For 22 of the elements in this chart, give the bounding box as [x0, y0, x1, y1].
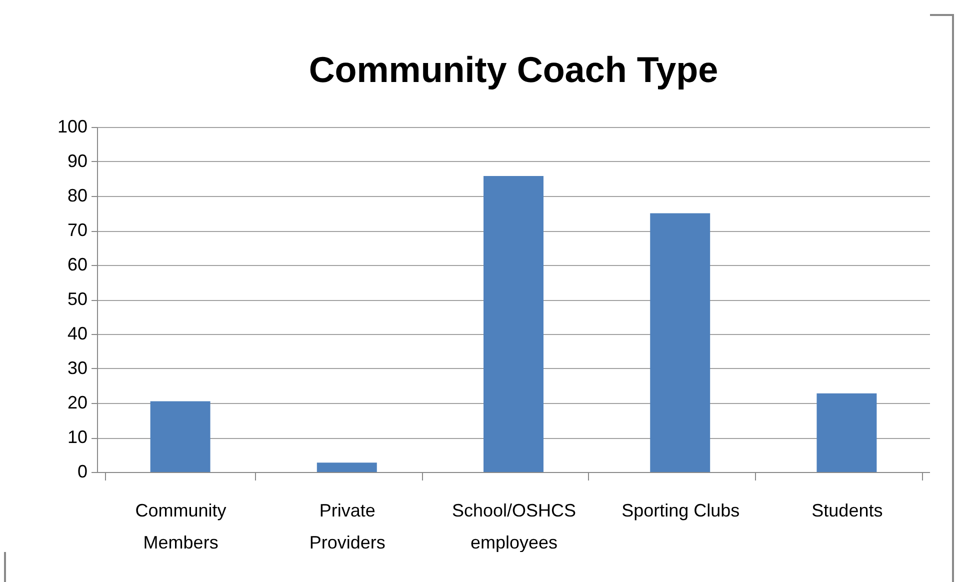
y-tick-label: 70	[67, 220, 88, 240]
x-tick-label: School/OSHCS employees	[452, 500, 576, 552]
bar	[816, 393, 877, 472]
x-tick-label: Sporting Clubs	[622, 500, 740, 520]
y-tick-label: 0	[77, 462, 88, 482]
chart-title: Community Coach Type	[308, 49, 718, 90]
y-tick-label: 50	[67, 289, 88, 309]
x-tick-label: Students	[812, 500, 883, 520]
y-tick-label: 20	[67, 392, 88, 412]
x-tick-label: Private Providers	[309, 500, 386, 552]
bar	[484, 176, 544, 472]
y-tick-label: 10	[67, 427, 88, 447]
y-tick-label: 60	[67, 254, 88, 274]
bar	[650, 213, 710, 472]
y-tick-label: 90	[67, 151, 88, 171]
bar	[316, 462, 377, 472]
y-tick-label: 80	[67, 186, 88, 206]
x-tick-label: Community Members	[135, 500, 226, 552]
y-tick-label: 40	[67, 324, 88, 344]
y-tick-label: 100	[57, 116, 88, 136]
bar	[150, 401, 210, 472]
y-tick-label: 30	[67, 358, 88, 378]
